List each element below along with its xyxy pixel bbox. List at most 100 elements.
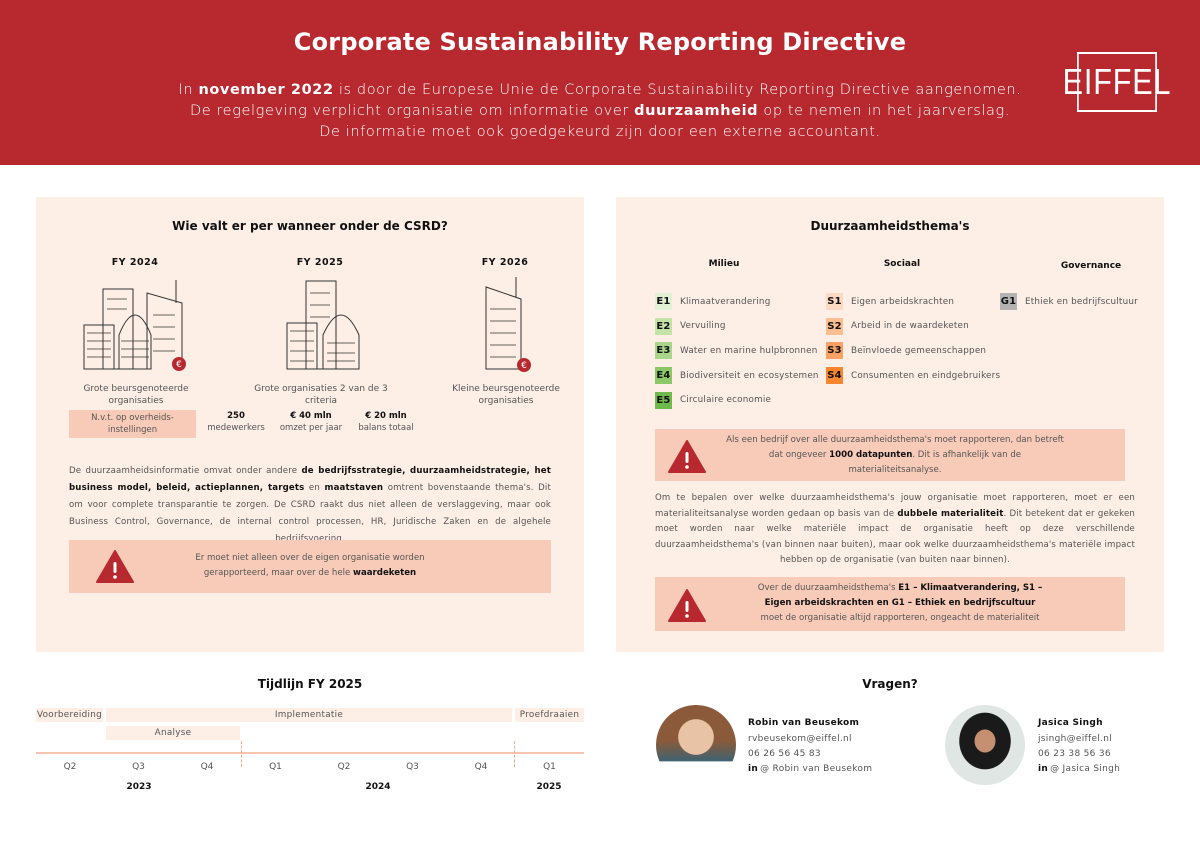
theme-code-badge: E3: [655, 342, 672, 360]
quarter-label: Q4: [200, 762, 214, 772]
alert-text: Over de duurzaamheidsthema's E1 – Klimaa…: [758, 583, 1043, 623]
text-segment: Over de duurzaamheidsthema's: [757, 583, 899, 593]
theme-s1: S1 Eigen arbeidskrachten: [826, 293, 954, 310]
fy-2025-caption: Grote organisaties 2 van de 3 criteria: [254, 384, 388, 406]
bold-text: 1000 datapunten: [829, 450, 913, 460]
theme-s4: S4 Consumenten en eindgebruikers: [826, 367, 1001, 385]
timeline-title: Tijdlijn FY 2025: [257, 677, 363, 691]
materiality-paragraph: Om te bepalen over welke duurzaamheidsth…: [655, 491, 1135, 569]
medium-buildings-icon: [286, 280, 360, 370]
theme-label: Consumenten en eindgebruikers: [851, 370, 1001, 381]
phase-voorbereiding: Voorbereiding: [36, 708, 103, 722]
text-segment: Er moet niet alleen over de eigen organi…: [195, 553, 425, 578]
panel-title: Wie valt er per wanneer onder de CSRD?: [172, 219, 448, 233]
theme-label: Water en marine hulpbronnen: [680, 345, 818, 356]
mandatory-themes-alert: Over de duurzaamheidsthema's E1 – Klimaa…: [655, 577, 1125, 631]
avatar-jasica: [945, 705, 1025, 785]
theme-code-badge: S3: [826, 342, 843, 360]
timeline-marker: [514, 741, 515, 767]
timeline-marker: [241, 741, 242, 767]
bold-text: duurzaamheid: [634, 103, 759, 119]
criterion-label: medewerkers: [207, 423, 265, 433]
scope-paragraph: De duurzaamheidsinformatie omvat onder a…: [69, 463, 551, 548]
criterion-revenue: € 40 mln omzet per jaar: [266, 410, 356, 434]
contact-name: Robin van Beusekom: [748, 718, 860, 728]
theme-label: Beïnvloede gemeenschappen: [851, 345, 987, 356]
theme-label: Ethiek en bedrijfscultuur: [1025, 296, 1138, 307]
theme-e1: E1 Klimaatverandering: [655, 293, 770, 310]
criterion-balance: € 20 mln balans totaal: [341, 410, 431, 434]
value-chain-alert: Er moet niet alleen over de eigen organi…: [69, 540, 551, 593]
text-segment: Als een bedrijf over alle duurzaamheidst…: [726, 435, 1064, 460]
text-segment: In: [178, 82, 199, 98]
quarter-label: Q2: [337, 762, 351, 772]
page-title: Corporate Sustainability Reporting Direc…: [293, 28, 907, 56]
warning-icon: [668, 589, 706, 622]
text-segment: op te nemen in het jaarverslag.: [758, 103, 1011, 119]
linkedin-icon: in: [748, 764, 759, 774]
text-segment: Om te bepalen over welke duurzaamheidsth…: [655, 493, 1135, 519]
criterion-label: omzet per jaar: [279, 423, 343, 433]
theme-e4: E4 Biodiversiteit en ecosystemen: [655, 367, 819, 385]
theme-code-badge: E2: [655, 317, 672, 335]
contact-email[interactable]: jsingh@eiffel.nl: [1038, 734, 1113, 744]
theme-label: Biodiversiteit en ecosystemen: [680, 370, 819, 381]
phase-proefdraaien: Proefdraaien: [515, 708, 584, 722]
criterion-label: balans totaal: [358, 423, 414, 433]
fy-2026-label: FY 2026: [481, 257, 529, 268]
fy-2025-label: FY 2025: [296, 257, 344, 268]
theme-code-badge: E5: [655, 391, 672, 409]
nvt-note: N.v.t. op overheids-instellingen: [69, 410, 196, 438]
intro-line: De informatie moet ook goedgekeurd zijn …: [0, 122, 1200, 143]
phase-analyse: Analyse: [106, 726, 240, 740]
text-segment: De informatie moet ook goedgekeurd zijn …: [319, 124, 881, 140]
bold-text: dubbele materialiteit: [897, 508, 1004, 519]
bold-text: de bedrijfsstrategie, duurzaamheidstrate…: [69, 466, 551, 493]
theme-code-badge: S4: [826, 367, 843, 385]
intro-line: In november 2022 is door de Europese Uni…: [0, 80, 1200, 101]
year-2023: 2023: [126, 782, 152, 792]
text-segment: De duurzaamheidsinformatie omvat onder a…: [69, 466, 302, 476]
contact-phone[interactable]: 06 23 38 56 36: [1038, 749, 1111, 759]
theme-s2: S2 Arbeid in de waardeketen: [826, 317, 969, 335]
criterion-employees: 250 medewerkers: [196, 410, 276, 434]
quarter-label: Q4: [474, 762, 488, 772]
small-building-icon: €: [485, 277, 531, 372]
theme-e5: E5 Circulaire economie: [655, 391, 772, 409]
csrd-scope-panel: Wie valt er per wanneer onder de CSRD? F…: [36, 197, 584, 652]
eiffel-logo: EIFFEL: [1063, 52, 1171, 112]
bold-text: waardeketen: [353, 568, 417, 578]
contact-jasica: Jasica Singh jsingh@eiffel.nl 06 23 38 5…: [1038, 716, 1120, 777]
quarter-label: Q1: [543, 762, 556, 772]
theme-label: Arbeid in de waardeketen: [851, 321, 969, 332]
year-2024: 2024: [365, 782, 391, 792]
theme-e2: E2 Vervuiling: [655, 317, 726, 335]
contact-linkedin[interactable]: in @ Jasica Singh: [1038, 762, 1120, 777]
text-segment: omtrent bovenstaande thema's. Dit om voo…: [69, 483, 551, 544]
quarter-label: Q2: [63, 762, 77, 772]
contact-phone[interactable]: 06 26 56 45 83: [748, 749, 821, 759]
datapoints-alert: Als een bedrijf over alle duurzaamheidst…: [655, 429, 1125, 481]
linkedin-handle: @ Jasica Singh: [1050, 764, 1121, 774]
bold-text: november 2022: [198, 82, 334, 98]
theme-label: Klimaatverandering: [680, 296, 771, 307]
text-segment: en: [304, 483, 325, 493]
warning-icon: [668, 440, 706, 473]
bold-text: maatstaven: [324, 483, 384, 493]
fy-2026-caption: Kleine beursgenoteerde organisaties: [452, 384, 560, 406]
theme-label: Vervuiling: [680, 321, 726, 332]
text-segment: De regelgeving verplicht organisatie om …: [189, 103, 635, 119]
theme-label: Circulaire economie: [680, 395, 772, 406]
linkedin-handle: @ Robin van Beusekom: [760, 764, 873, 774]
contact-linkedin[interactable]: in @ Robin van Beusekom: [748, 762, 872, 777]
theme-g1: G1 Ethiek en bedrijfscultuur: [1000, 293, 1138, 310]
intro-text: In november 2022 is door de Europese Uni…: [0, 80, 1200, 143]
criterion-value: 250: [227, 411, 245, 421]
text-segment: . Dit betekent dat er gekeken moet worde…: [655, 508, 1136, 566]
quarter-label: Q1: [269, 762, 282, 772]
contact-robin: Robin van Beusekom rvbeusekom@eiffel.nl …: [748, 716, 872, 777]
contact-email[interactable]: rvbeusekom@eiffel.nl: [748, 734, 852, 744]
criterion-value: € 20 mln: [365, 411, 407, 421]
warning-icon: [96, 550, 134, 583]
bold-text: E1 – Klimaatverandering, S1 – Eigen arbe…: [764, 583, 1043, 608]
